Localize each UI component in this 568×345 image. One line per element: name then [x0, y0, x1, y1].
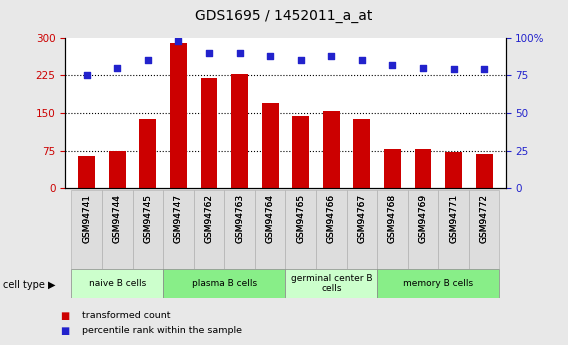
Bar	[415, 149, 431, 188]
Text: GSM94771: GSM94771	[449, 194, 458, 243]
Text: GSM94763: GSM94763	[235, 194, 244, 243]
Text: plasma B cells: plasma B cells	[192, 279, 257, 288]
Bar	[231, 74, 248, 188]
Bar	[377, 190, 408, 269]
Point	[143, 58, 152, 63]
Text: GSM94764: GSM94764	[266, 194, 275, 243]
Text: GSM94741: GSM94741	[82, 194, 91, 243]
Text: naive B cells: naive B cells	[89, 279, 146, 288]
Bar	[255, 190, 286, 269]
Text: GSM94741: GSM94741	[82, 194, 91, 243]
Text: GSM94762: GSM94762	[204, 194, 214, 243]
Text: GSM94766: GSM94766	[327, 194, 336, 243]
Bar	[346, 190, 377, 269]
Text: GSM94762: GSM94762	[204, 194, 214, 243]
Point	[174, 38, 183, 44]
Text: cell type ▶: cell type ▶	[3, 280, 55, 289]
Bar	[194, 190, 224, 269]
Text: GSM94767: GSM94767	[357, 194, 366, 243]
Text: GDS1695 / 1452011_a_at: GDS1695 / 1452011_a_at	[195, 9, 373, 23]
Bar	[293, 117, 309, 188]
Text: ■: ■	[60, 311, 69, 321]
Bar	[262, 103, 278, 188]
Point	[419, 65, 428, 71]
Text: GSM94768: GSM94768	[388, 194, 397, 243]
Text: ■: ■	[60, 326, 69, 335]
Point	[266, 53, 275, 59]
Bar	[72, 190, 102, 269]
Text: GSM94747: GSM94747	[174, 194, 183, 243]
Text: GSM94769: GSM94769	[419, 194, 428, 243]
Text: GSM94765: GSM94765	[296, 194, 305, 243]
Point	[388, 62, 397, 68]
Point	[479, 67, 488, 72]
Text: percentile rank within the sample: percentile rank within the sample	[82, 326, 243, 335]
Text: GSM94771: GSM94771	[449, 194, 458, 243]
Text: GSM94769: GSM94769	[419, 194, 428, 243]
Bar	[316, 190, 346, 269]
Bar	[445, 152, 462, 188]
Text: memory B cells: memory B cells	[403, 279, 473, 288]
Text: GSM94768: GSM94768	[388, 194, 397, 243]
Bar	[286, 190, 316, 269]
Point	[82, 73, 91, 78]
Point	[112, 65, 122, 71]
Bar	[377, 269, 499, 298]
Bar	[476, 154, 492, 188]
Bar	[132, 190, 163, 269]
Text: GSM94744: GSM94744	[113, 194, 122, 243]
Bar	[170, 43, 187, 188]
Bar	[469, 190, 499, 269]
Bar	[163, 190, 194, 269]
Text: GSM94747: GSM94747	[174, 194, 183, 243]
Text: GSM94772: GSM94772	[479, 194, 488, 243]
Text: GSM94764: GSM94764	[266, 194, 275, 243]
Bar	[384, 149, 401, 188]
Point	[204, 50, 214, 56]
Bar	[224, 190, 255, 269]
Point	[235, 50, 244, 56]
Text: GSM94744: GSM94744	[113, 194, 122, 243]
Point	[449, 67, 458, 72]
Text: GSM94745: GSM94745	[143, 194, 152, 243]
Bar	[163, 269, 286, 298]
Text: GSM94765: GSM94765	[296, 194, 305, 243]
Point	[327, 53, 336, 59]
Bar	[102, 190, 132, 269]
Bar	[109, 150, 126, 188]
Bar	[286, 269, 377, 298]
Text: GSM94763: GSM94763	[235, 194, 244, 243]
Text: GSM94767: GSM94767	[357, 194, 366, 243]
Text: GSM94745: GSM94745	[143, 194, 152, 243]
Bar	[201, 78, 218, 188]
Text: GSM94772: GSM94772	[479, 194, 488, 243]
Point	[357, 58, 366, 63]
Bar	[353, 119, 370, 188]
Bar	[140, 119, 156, 188]
Bar	[438, 190, 469, 269]
Text: transformed count: transformed count	[82, 311, 171, 320]
Bar	[408, 190, 438, 269]
Bar	[78, 156, 95, 188]
Text: GSM94766: GSM94766	[327, 194, 336, 243]
Point	[296, 58, 305, 63]
Text: germinal center B
cells: germinal center B cells	[290, 274, 372, 294]
Bar	[323, 111, 340, 188]
Bar	[72, 269, 163, 298]
